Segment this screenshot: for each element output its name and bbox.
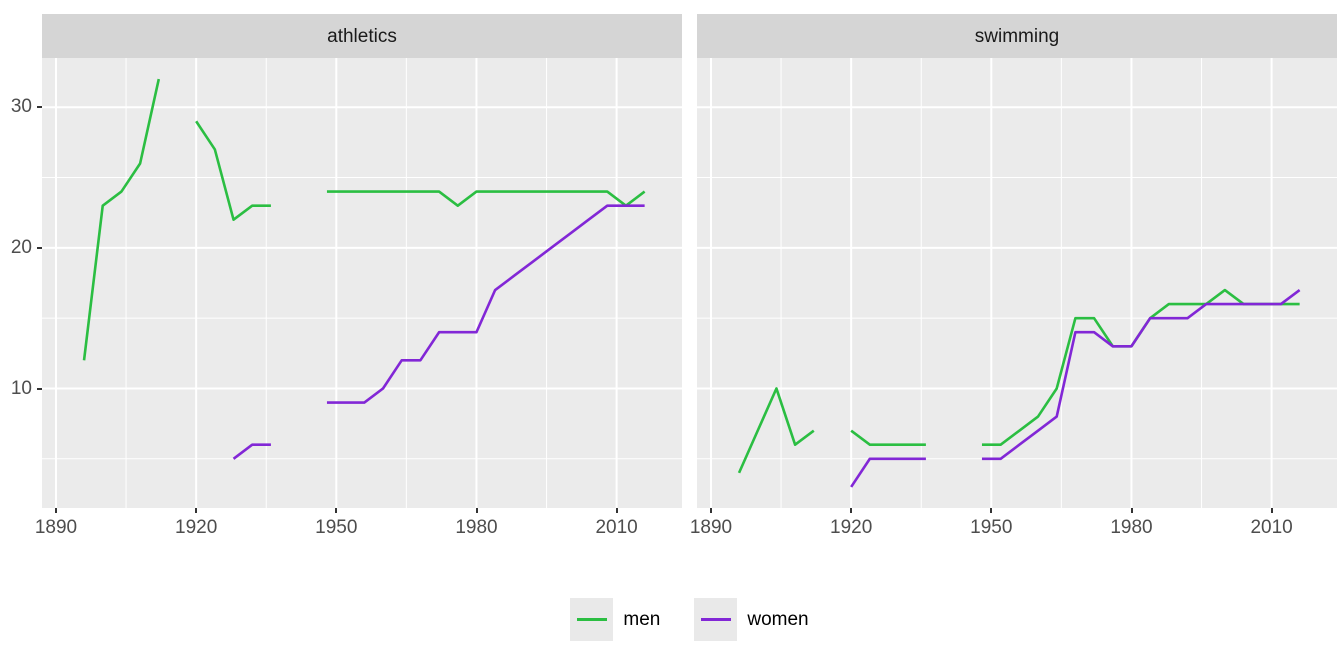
- facet-panel-swimming: [697, 58, 1337, 508]
- legend: men women: [42, 597, 1337, 642]
- x-tick-mark-swimming-2010: [1270, 508, 1273, 513]
- x-tick-mark-swimming-1980: [1130, 508, 1133, 513]
- series-line-women-athletics: [326, 204, 645, 404]
- x-tick-mark-swimming-1920: [850, 508, 853, 513]
- legend-key-men-icon: [570, 598, 614, 641]
- x-tick-label-athletics-2010: 2010: [595, 517, 638, 538]
- legend-label-women: women: [747, 609, 809, 630]
- series-line-men-swimming: [850, 429, 926, 447]
- x-tick-mark-swimming-1890: [710, 508, 712, 513]
- x-tick-label-athletics-1980: 1980: [455, 517, 498, 538]
- y-tick-label-30: 30: [10, 96, 32, 118]
- x-tick-label-athletics-1950: 1950: [315, 517, 358, 538]
- x-tick-label-athletics-1920: 1920: [175, 517, 218, 538]
- series-line-men-athletics: [326, 190, 646, 207]
- x-tick-mark-athletics-1890: [55, 508, 57, 513]
- x-tick-label-swimming-2010: 2010: [1250, 517, 1293, 538]
- facet-panel-athletics: [42, 58, 682, 508]
- series-line-women-swimming: [850, 457, 926, 488]
- series-line-men-swimming: [737, 387, 815, 474]
- legend-item-men: men: [570, 598, 660, 641]
- x-tick-mark-swimming-1950: [990, 508, 993, 513]
- series-line-men-athletics: [82, 78, 161, 361]
- x-tick-label-athletics-1890: 1890: [34, 517, 78, 538]
- facet-strip-label: swimming: [974, 25, 1060, 47]
- x-tick-mark-athletics-1980: [475, 508, 478, 513]
- y-tick-mark-30: [37, 106, 42, 109]
- series-line-women-athletics: [232, 443, 271, 460]
- men-line-swatch-icon: [576, 618, 607, 621]
- x-tick-mark-athletics-2010: [615, 508, 618, 513]
- series-line-men-athletics: [195, 120, 271, 222]
- y-tick-mark-10: [37, 387, 42, 390]
- women-line-swatch-icon: [700, 618, 731, 621]
- y-tick-label-10: 10: [10, 377, 32, 399]
- legend-label-men: men: [623, 609, 661, 630]
- panel-background: [42, 58, 682, 508]
- panel-canvas-swimming: [697, 58, 1337, 508]
- legend-item-women: women: [694, 598, 809, 641]
- y-tick-mark-20: [37, 246, 42, 249]
- x-tick-mark-athletics-1950: [335, 508, 338, 513]
- facet-strip-athletics: athletics: [42, 14, 682, 58]
- facet-strip-label: athletics: [327, 25, 397, 47]
- x-tick-label-swimming-1920: 1920: [830, 517, 873, 538]
- x-tick-label-swimming-1980: 1980: [1110, 517, 1153, 538]
- x-tick-mark-athletics-1920: [195, 508, 198, 513]
- legend-key-women-icon: [694, 598, 738, 641]
- facet-strip-swimming: swimming: [697, 14, 1337, 58]
- y-tick-label-20: 20: [10, 236, 32, 258]
- panel-canvas-athletics: [42, 58, 682, 508]
- x-tick-label-swimming-1890: 1890: [689, 517, 733, 538]
- series-line-women-swimming: [981, 288, 1301, 461]
- x-tick-label-swimming-1950: 1950: [970, 517, 1013, 538]
